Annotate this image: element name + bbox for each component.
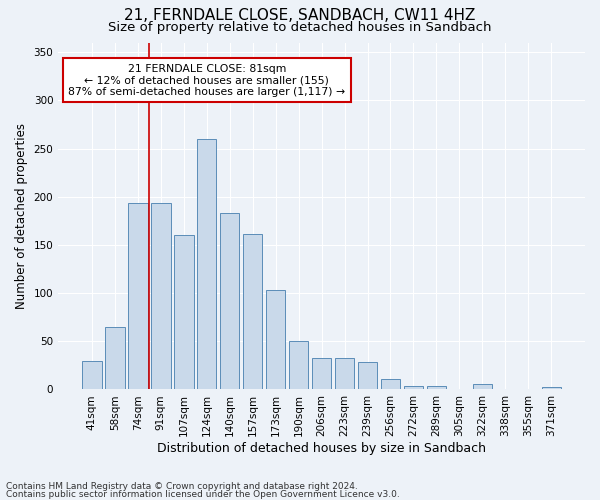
Text: Contains public sector information licensed under the Open Government Licence v3: Contains public sector information licen… [6,490,400,499]
Bar [473,384,492,390]
Bar [542,386,561,390]
Text: Size of property relative to detached houses in Sandbach: Size of property relative to detached ho… [108,21,492,34]
Bar [289,342,308,390]
Bar [151,204,170,390]
Text: Contains HM Land Registry data © Crown copyright and database right 2024.: Contains HM Land Registry data © Crown c… [6,482,358,491]
Bar [312,358,331,390]
Bar [358,362,377,390]
Bar [335,358,355,390]
X-axis label: Distribution of detached houses by size in Sandbach: Distribution of detached houses by size … [157,442,486,455]
Bar [427,386,446,390]
Text: 21 FERNDALE CLOSE: 81sqm
← 12% of detached houses are smaller (155)
87% of semi-: 21 FERNDALE CLOSE: 81sqm ← 12% of detach… [68,64,345,97]
Y-axis label: Number of detached properties: Number of detached properties [15,123,28,309]
Bar [266,290,286,390]
Text: 21, FERNDALE CLOSE, SANDBACH, CW11 4HZ: 21, FERNDALE CLOSE, SANDBACH, CW11 4HZ [124,8,476,22]
Bar [197,139,217,390]
Bar [105,327,125,390]
Bar [174,236,194,390]
Bar [404,386,423,390]
Bar [381,379,400,390]
Bar [128,204,148,390]
Bar [82,360,101,390]
Bar [243,234,262,390]
Bar [220,213,239,390]
